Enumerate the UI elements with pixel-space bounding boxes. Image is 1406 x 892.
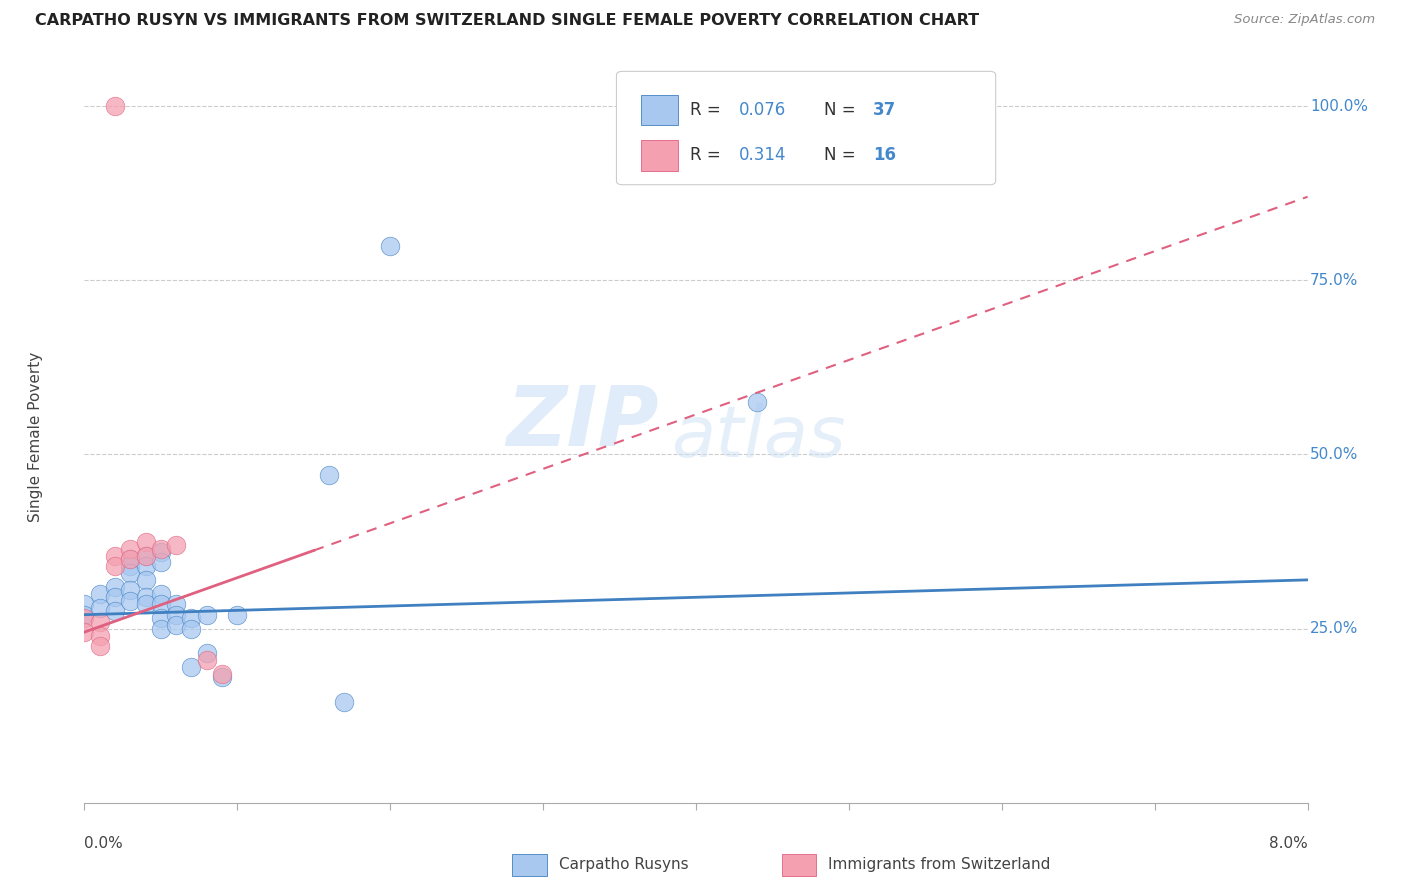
Text: Single Female Poverty: Single Female Poverty bbox=[28, 352, 44, 522]
Point bbox=[149, 587, 172, 601]
Point bbox=[120, 583, 142, 598]
Point bbox=[73, 625, 96, 640]
Text: N =: N = bbox=[824, 146, 862, 164]
Point bbox=[120, 594, 142, 608]
Point bbox=[149, 541, 172, 556]
Point bbox=[89, 615, 111, 629]
Point bbox=[89, 587, 111, 601]
Point bbox=[135, 534, 157, 549]
Point bbox=[73, 611, 96, 625]
Text: 0.076: 0.076 bbox=[738, 101, 786, 120]
Point bbox=[120, 552, 142, 566]
Point bbox=[104, 558, 127, 573]
Point bbox=[180, 622, 202, 636]
Text: Immigrants from Switzerland: Immigrants from Switzerland bbox=[828, 857, 1050, 872]
Text: R =: R = bbox=[690, 101, 725, 120]
Point bbox=[149, 556, 172, 570]
Point bbox=[318, 468, 340, 483]
Point bbox=[180, 611, 202, 625]
Point bbox=[165, 607, 187, 622]
Point bbox=[104, 99, 127, 113]
Text: 0.0%: 0.0% bbox=[84, 836, 124, 851]
Text: 0.314: 0.314 bbox=[738, 146, 786, 164]
Point bbox=[195, 653, 218, 667]
Point bbox=[120, 558, 142, 573]
Point bbox=[135, 558, 157, 573]
Text: 16: 16 bbox=[873, 146, 897, 164]
Text: R =: R = bbox=[690, 146, 725, 164]
Point bbox=[135, 597, 157, 611]
Point bbox=[135, 573, 157, 587]
Text: 100.0%: 100.0% bbox=[1310, 99, 1368, 113]
Point bbox=[226, 607, 249, 622]
Point bbox=[120, 566, 142, 580]
Text: ZIP: ZIP bbox=[506, 382, 659, 463]
Point bbox=[104, 549, 127, 563]
Bar bbox=[641, 140, 678, 171]
Point bbox=[211, 670, 233, 684]
Point bbox=[380, 238, 402, 252]
Text: 50.0%: 50.0% bbox=[1310, 447, 1358, 462]
Bar bbox=[641, 95, 678, 126]
Point bbox=[135, 549, 157, 563]
Bar bbox=[782, 854, 815, 876]
Point bbox=[89, 600, 111, 615]
Point bbox=[149, 611, 172, 625]
Point bbox=[120, 541, 142, 556]
Point bbox=[180, 660, 202, 674]
Point bbox=[104, 580, 127, 594]
Point bbox=[73, 607, 96, 622]
Point bbox=[73, 597, 96, 611]
Text: Carpatho Rusyns: Carpatho Rusyns bbox=[560, 857, 689, 872]
Point bbox=[333, 695, 356, 709]
Bar bbox=[512, 854, 547, 876]
Text: Source: ZipAtlas.com: Source: ZipAtlas.com bbox=[1234, 13, 1375, 27]
Text: 37: 37 bbox=[873, 101, 897, 120]
Point bbox=[149, 545, 172, 559]
Point bbox=[135, 549, 157, 563]
Point bbox=[149, 597, 172, 611]
Point bbox=[165, 618, 187, 632]
Point bbox=[745, 395, 768, 409]
Text: 25.0%: 25.0% bbox=[1310, 621, 1358, 636]
Point bbox=[104, 604, 127, 618]
Text: N =: N = bbox=[824, 101, 862, 120]
Point bbox=[104, 591, 127, 605]
Point bbox=[195, 607, 218, 622]
Point bbox=[149, 622, 172, 636]
Point bbox=[120, 552, 142, 566]
Point bbox=[165, 597, 187, 611]
Text: 8.0%: 8.0% bbox=[1268, 836, 1308, 851]
Point bbox=[211, 667, 233, 681]
Text: 75.0%: 75.0% bbox=[1310, 273, 1358, 288]
Text: CARPATHO RUSYN VS IMMIGRANTS FROM SWITZERLAND SINGLE FEMALE POVERTY CORRELATION : CARPATHO RUSYN VS IMMIGRANTS FROM SWITZE… bbox=[35, 13, 979, 29]
Point bbox=[135, 591, 157, 605]
Point bbox=[195, 646, 218, 660]
Text: atlas: atlas bbox=[672, 402, 846, 472]
Point bbox=[89, 639, 111, 653]
Point bbox=[89, 629, 111, 643]
FancyBboxPatch shape bbox=[616, 71, 995, 185]
Point bbox=[165, 538, 187, 552]
